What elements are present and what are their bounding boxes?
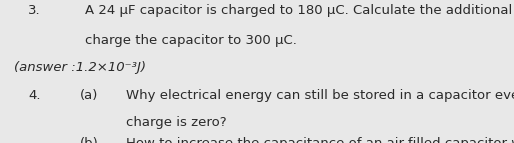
Text: 3.: 3. (28, 4, 41, 17)
Text: charge is zero?: charge is zero? (126, 116, 227, 129)
Text: (a): (a) (80, 89, 98, 102)
Text: A 24 μF capacitor is charged to 180 μC. Calculate the additional energy required: A 24 μF capacitor is charged to 180 μC. … (85, 4, 514, 17)
Text: How to increase the capacitance of an air-filled capacitor without changing its: How to increase the capacitance of an ai… (126, 137, 514, 143)
Text: Why electrical energy can still be stored in a capacitor even though the net: Why electrical energy can still be store… (126, 89, 514, 102)
Text: (b): (b) (80, 137, 98, 143)
Text: 4.: 4. (28, 89, 41, 102)
Text: charge the capacitor to 300 μC.: charge the capacitor to 300 μC. (85, 34, 297, 47)
Text: (answer :1.2×10⁻³J): (answer :1.2×10⁻³J) (14, 61, 146, 75)
